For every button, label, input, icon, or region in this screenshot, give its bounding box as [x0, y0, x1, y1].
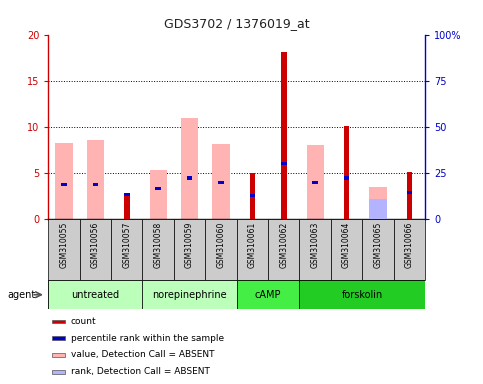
Text: GSM310058: GSM310058 — [154, 222, 163, 268]
Bar — [111, 219, 142, 280]
Bar — [250, 194, 255, 197]
Text: GSM310061: GSM310061 — [248, 222, 257, 268]
Bar — [394, 219, 425, 280]
Bar — [150, 170, 167, 219]
Bar — [281, 52, 286, 219]
Text: GSM310064: GSM310064 — [342, 222, 351, 268]
Bar — [307, 145, 324, 219]
Bar — [299, 280, 425, 309]
Bar — [52, 370, 65, 374]
Bar — [268, 219, 299, 280]
Bar — [48, 219, 80, 280]
Bar — [124, 196, 129, 219]
Bar — [142, 219, 174, 280]
Bar — [174, 219, 205, 280]
Bar — [331, 219, 362, 280]
Bar — [237, 280, 299, 309]
Bar — [213, 144, 229, 219]
Bar — [56, 143, 72, 219]
Text: GSM310059: GSM310059 — [185, 222, 194, 268]
Text: forskolin: forskolin — [341, 290, 383, 300]
Text: GSM310055: GSM310055 — [59, 222, 69, 268]
Bar — [369, 199, 386, 219]
Bar — [218, 181, 224, 184]
Bar — [250, 173, 255, 219]
Bar — [181, 118, 198, 219]
Bar — [52, 353, 65, 357]
Text: GSM310065: GSM310065 — [373, 222, 383, 268]
Text: count: count — [71, 317, 97, 326]
Text: agent: agent — [7, 290, 35, 300]
Text: norepinephrine: norepinephrine — [152, 290, 227, 300]
Text: GSM310060: GSM310060 — [216, 222, 226, 268]
Text: untreated: untreated — [71, 290, 119, 300]
Bar — [237, 219, 268, 280]
Bar — [407, 172, 412, 219]
Text: rank, Detection Call = ABSENT: rank, Detection Call = ABSENT — [71, 367, 210, 376]
Bar — [205, 219, 237, 280]
Bar — [281, 162, 286, 165]
Bar — [61, 183, 67, 186]
Text: GSM310063: GSM310063 — [311, 222, 320, 268]
Bar — [87, 140, 104, 219]
Bar — [362, 219, 394, 280]
Bar — [48, 280, 142, 309]
Bar — [313, 181, 318, 184]
Bar — [187, 177, 192, 180]
Bar — [344, 126, 349, 219]
Text: value, Detection Call = ABSENT: value, Detection Call = ABSENT — [71, 351, 214, 359]
Text: GSM310056: GSM310056 — [91, 222, 100, 268]
Bar — [407, 191, 412, 194]
Bar — [344, 177, 349, 180]
Text: GSM310066: GSM310066 — [405, 222, 414, 268]
Bar — [156, 187, 161, 190]
Bar — [52, 336, 65, 340]
Bar — [124, 193, 129, 196]
Text: percentile rank within the sample: percentile rank within the sample — [71, 334, 224, 343]
Bar — [80, 219, 111, 280]
Text: cAMP: cAMP — [255, 290, 281, 300]
Bar — [93, 183, 98, 186]
Text: GSM310057: GSM310057 — [122, 222, 131, 268]
Bar — [52, 319, 65, 323]
Text: GDS3702 / 1376019_at: GDS3702 / 1376019_at — [164, 17, 310, 30]
Text: GSM310062: GSM310062 — [279, 222, 288, 268]
Bar — [142, 280, 237, 309]
Bar — [369, 187, 386, 219]
Bar — [299, 219, 331, 280]
